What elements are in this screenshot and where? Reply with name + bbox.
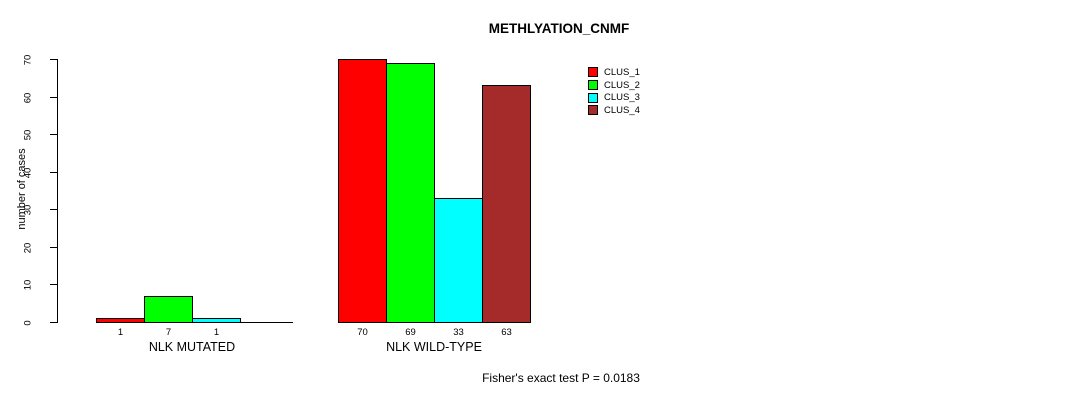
bar-value-label: 1 (213, 327, 220, 338)
legend-swatch-icon (588, 105, 598, 116)
bar-value-label: 63 (501, 327, 512, 338)
legend-swatch-icon (588, 92, 598, 103)
group-label-nlk-wild-type: NLK WILD-TYPE (386, 340, 482, 354)
legend-item: CLUS_4 (588, 104, 640, 117)
y-tick-mark (50, 209, 57, 210)
group-label-nlk-mutated: NLK MUTATED (148, 340, 236, 354)
y-tick-mark (50, 97, 57, 98)
y-tick-label: 40 (22, 167, 34, 179)
bar-clus_1 (96, 318, 145, 323)
bar-value-label: 7 (165, 327, 172, 338)
bar-clus_3 (192, 318, 241, 323)
legend-swatch-icon (588, 67, 598, 78)
chart-title: METHLYATION_CNMF (488, 21, 630, 36)
legend-label: CLUS_4 (604, 104, 640, 116)
bar-clus_3 (434, 198, 483, 323)
legend: CLUS_1 CLUS_2 CLUS_3 CLUS_4 (588, 66, 640, 117)
y-axis-line (57, 59, 58, 323)
y-tick-label: 50 (22, 129, 34, 141)
legend-label: CLUS_1 (604, 66, 640, 78)
bar-clus_4 (482, 85, 531, 323)
y-tick-mark (50, 134, 57, 135)
y-tick-label: 30 (22, 204, 34, 216)
y-tick-mark (50, 172, 57, 173)
legend-item: CLUS_1 (588, 66, 640, 79)
fisher-test-annotation: Fisher's exact test P = 0.0183 (482, 371, 640, 385)
y-tick-label: 0 (22, 320, 34, 326)
y-tick-mark (50, 59, 57, 60)
bar-value-label: 70 (357, 327, 368, 338)
bar-value-label: 69 (405, 327, 416, 338)
legend-label: CLUS_3 (604, 92, 640, 104)
y-tick-mark (50, 284, 57, 285)
bar-value-label: 1 (117, 327, 124, 338)
bar-clus_2 (144, 296, 193, 323)
bar-clus_1 (338, 59, 387, 323)
legend-item: CLUS_2 (588, 79, 640, 92)
zero-bar-clus_4 (240, 322, 293, 323)
y-tick-label: 20 (22, 242, 34, 254)
bar-clus_2 (386, 63, 435, 323)
y-tick-label: 70 (22, 54, 34, 66)
legend-item: CLUS_3 (588, 91, 640, 104)
bar-value-label: 33 (453, 327, 464, 338)
y-tick-mark (50, 322, 57, 323)
y-tick-label: 10 (22, 279, 34, 291)
legend-swatch-icon (588, 80, 598, 91)
y-tick-label: 60 (22, 92, 34, 104)
y-axis-label: number of cases (16, 148, 28, 230)
y-tick-mark (50, 247, 57, 248)
legend-label: CLUS_2 (604, 79, 640, 91)
